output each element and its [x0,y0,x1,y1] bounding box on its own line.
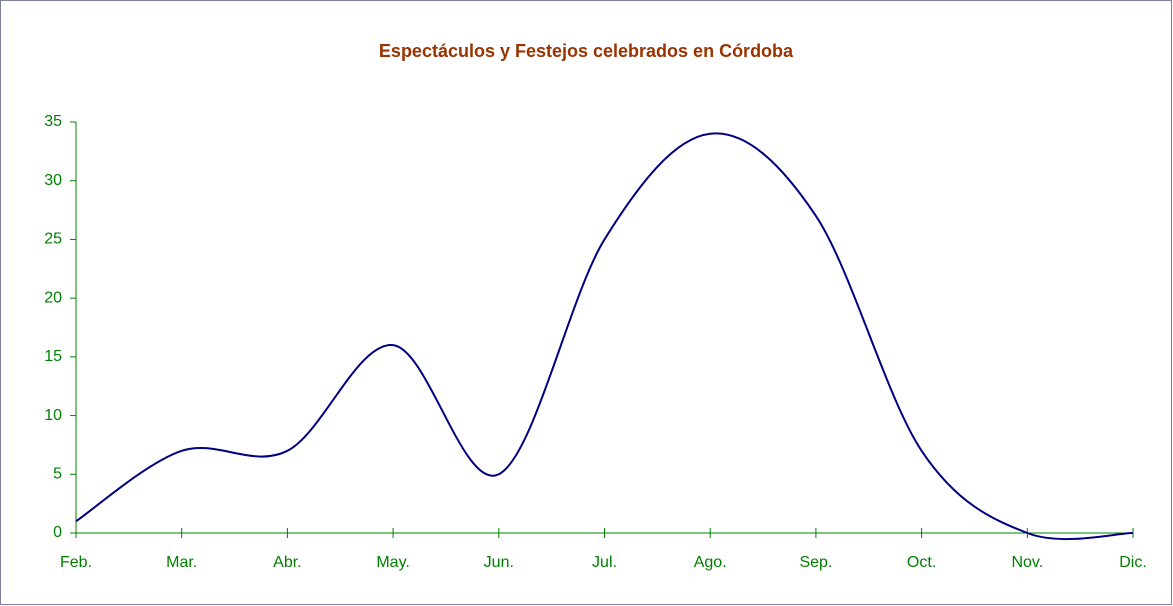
y-tick-label: 25 [44,231,62,248]
x-tick-label: Jun. [484,554,514,571]
x-tick-label: May. [376,554,409,571]
y-tick-label: 20 [44,289,62,306]
line-series [75,132,1134,541]
y-tick-label: 0 [53,524,62,541]
x-tick-label: Jul. [592,554,617,571]
x-tick-label: Abr. [273,554,301,571]
x-tick-label: Mar. [166,554,197,571]
x-tick-label: Oct. [907,554,936,571]
x-tick-label: Ago. [694,554,727,571]
x-tick-label: Nov. [1011,554,1043,571]
y-tick-label: 15 [44,348,62,365]
x-tick-label: Sep. [799,554,832,571]
y-tick-label: 35 [44,113,62,130]
chart-title: Espectáculos y Festejos celebrados en Có… [379,41,794,61]
x-tick-label: Feb. [60,554,92,571]
y-tick-label: 10 [44,407,62,424]
y-tick-label: 5 [53,466,62,483]
x-tick-label: Dic. [1119,554,1147,571]
y-tick-label: 30 [44,172,62,189]
